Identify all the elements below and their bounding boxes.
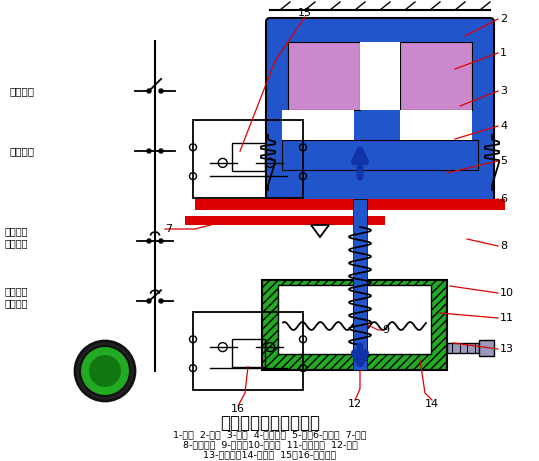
- Text: 10: 10: [500, 288, 514, 298]
- Circle shape: [147, 149, 151, 153]
- Bar: [185, 216, 385, 225]
- Bar: [353, 199, 367, 360]
- Bar: [479, 340, 494, 356]
- Bar: [447, 343, 479, 353]
- Text: 通电延时型时间继电器: 通电延时型时间继电器: [220, 414, 320, 432]
- Circle shape: [159, 239, 163, 243]
- Text: 8: 8: [500, 241, 507, 251]
- Bar: [288, 42, 360, 110]
- Circle shape: [159, 149, 163, 153]
- Text: 6: 6: [500, 194, 507, 204]
- Circle shape: [80, 346, 130, 396]
- Circle shape: [147, 239, 151, 243]
- Text: 瞬动常开: 瞬动常开: [10, 86, 35, 96]
- Bar: [400, 110, 472, 140]
- Bar: [353, 280, 367, 370]
- Bar: [262, 280, 447, 370]
- Text: 1-线圈  2-铁心  3-衔铁  4-反力弹簧  5-推板6-活塞杆  7-杠杆: 1-线圈 2-铁心 3-衔铁 4-反力弹簧 5-推板6-活塞杆 7-杠杆: [173, 431, 367, 439]
- Text: 4: 4: [500, 121, 507, 131]
- Text: 瞬动常闭: 瞬动常闭: [10, 146, 35, 156]
- Text: 13-调节螺杆14-进气孔  15、16-微动开关: 13-调节螺杆14-进气孔 15、16-微动开关: [203, 450, 337, 460]
- Text: 9: 9: [382, 325, 389, 335]
- Bar: [231, 339, 265, 366]
- Text: 8-塔形弹簧  9-弱弹簧10-橡皮膜  11-空气室壁  12-活塞: 8-塔形弹簧 9-弱弹簧10-橡皮膜 11-空气室壁 12-活塞: [183, 441, 357, 449]
- Text: 13: 13: [500, 344, 514, 354]
- Bar: [278, 285, 431, 354]
- Text: 14: 14: [425, 399, 439, 409]
- Text: 5: 5: [500, 156, 507, 166]
- Text: 11: 11: [500, 313, 514, 323]
- Circle shape: [159, 89, 163, 93]
- Text: 7: 7: [165, 224, 172, 234]
- FancyBboxPatch shape: [266, 18, 494, 204]
- Bar: [195, 199, 505, 210]
- Bar: [282, 110, 354, 140]
- Text: 延时闭合: 延时闭合: [5, 286, 29, 296]
- Text: 15: 15: [298, 8, 312, 18]
- Bar: [193, 120, 303, 198]
- Bar: [193, 312, 303, 390]
- Bar: [282, 140, 478, 170]
- Text: 3: 3: [500, 86, 507, 96]
- Circle shape: [159, 299, 163, 303]
- Text: 16: 16: [231, 404, 245, 414]
- Circle shape: [147, 89, 151, 93]
- Circle shape: [147, 299, 151, 303]
- Text: 12: 12: [348, 399, 362, 409]
- Text: 1: 1: [500, 48, 507, 58]
- Bar: [360, 42, 400, 110]
- Circle shape: [89, 355, 121, 387]
- Text: 常闭触头: 常闭触头: [5, 238, 29, 248]
- Text: 延时断开: 延时断开: [5, 226, 29, 236]
- Text: 2: 2: [500, 14, 507, 24]
- Text: 常开触头: 常开触头: [5, 298, 29, 308]
- Circle shape: [75, 341, 135, 401]
- Bar: [400, 42, 472, 110]
- Bar: [231, 143, 265, 171]
